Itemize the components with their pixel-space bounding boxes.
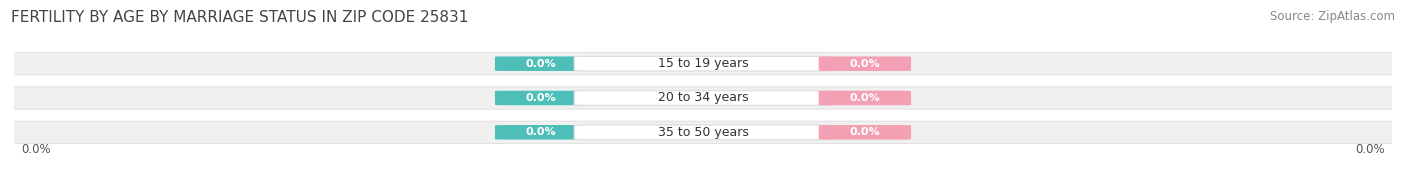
Text: 35 to 50 years: 35 to 50 years [658, 126, 748, 139]
FancyBboxPatch shape [818, 56, 911, 71]
Text: 0.0%: 0.0% [849, 59, 880, 69]
FancyBboxPatch shape [818, 125, 911, 140]
FancyBboxPatch shape [574, 56, 832, 71]
Text: 0.0%: 0.0% [526, 127, 557, 137]
FancyBboxPatch shape [574, 125, 832, 140]
FancyBboxPatch shape [495, 56, 588, 71]
Text: 0.0%: 0.0% [526, 59, 557, 69]
Text: 0.0%: 0.0% [21, 143, 51, 156]
FancyBboxPatch shape [4, 87, 1402, 109]
Text: 0.0%: 0.0% [849, 127, 880, 137]
Text: FERTILITY BY AGE BY MARRIAGE STATUS IN ZIP CODE 25831: FERTILITY BY AGE BY MARRIAGE STATUS IN Z… [11, 10, 468, 25]
FancyBboxPatch shape [495, 125, 588, 140]
Text: Source: ZipAtlas.com: Source: ZipAtlas.com [1270, 10, 1395, 23]
FancyBboxPatch shape [495, 91, 588, 105]
Text: 15 to 19 years: 15 to 19 years [658, 57, 748, 70]
Text: 20 to 34 years: 20 to 34 years [658, 92, 748, 104]
FancyBboxPatch shape [4, 121, 1402, 143]
FancyBboxPatch shape [818, 91, 911, 105]
Text: 0.0%: 0.0% [526, 93, 557, 103]
FancyBboxPatch shape [574, 91, 832, 105]
Text: 0.0%: 0.0% [1355, 143, 1385, 156]
Text: 0.0%: 0.0% [849, 93, 880, 103]
FancyBboxPatch shape [4, 53, 1402, 75]
